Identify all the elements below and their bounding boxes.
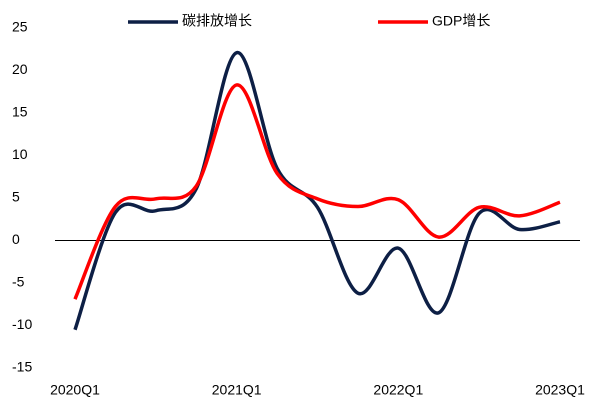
y-tick-label: 10 (12, 146, 28, 162)
x-tick-label: 2020Q1 (50, 382, 100, 398)
y-tick-label: -5 (12, 274, 25, 290)
x-tick-label: 2021Q1 (212, 382, 262, 398)
x-tick-label: 2023Q1 (535, 382, 585, 398)
y-tick-label: -10 (12, 316, 32, 332)
series-line (73, 83, 561, 300)
legend-label: 碳排放增长 (182, 13, 252, 29)
y-tick-label: 5 (12, 189, 20, 205)
series-line (73, 50, 561, 331)
y-tick-label: -15 (12, 359, 32, 375)
y-tick-label: 20 (12, 61, 28, 77)
y-tick-label: 15 (12, 104, 28, 120)
y-tick-label: 0 (12, 231, 20, 247)
y-tick-label: 25 (12, 19, 28, 35)
legend-label: GDP增长 (432, 13, 490, 29)
x-tick-label: 2022Q1 (373, 382, 423, 398)
